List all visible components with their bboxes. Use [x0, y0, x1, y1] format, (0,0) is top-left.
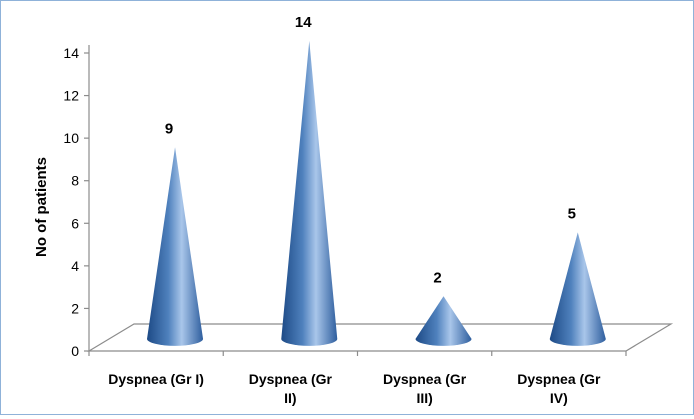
data-label: 9: [165, 120, 173, 137]
x-category-label: IV): [550, 390, 568, 406]
cone-bar: [415, 296, 472, 346]
data-label: 2: [433, 269, 441, 286]
x-category-label: Dyspnea (Gr I): [108, 371, 204, 387]
cone-bar: [549, 232, 606, 346]
data-label: 5: [568, 205, 576, 222]
x-category-label: Dyspnea (Gr: [517, 371, 601, 387]
cone-body: [549, 232, 606, 346]
x-category-label: Dyspnea (Gr: [249, 371, 333, 387]
y-tick-label: 2: [71, 300, 79, 316]
y-tick-label: 4: [71, 258, 79, 274]
y-tick-label: 12: [63, 88, 79, 104]
y-tick-label: 14: [63, 45, 79, 61]
cone-bar: [281, 40, 338, 346]
chart-floor: [86, 323, 674, 352]
cone-body: [281, 40, 338, 346]
x-category-label: II): [284, 390, 296, 406]
y-axis-title: No of patients: [33, 157, 50, 257]
cone-body: [147, 147, 204, 346]
data-label: 14: [295, 14, 312, 31]
y-tick-label: 6: [71, 215, 79, 231]
y-tick-label: 8: [71, 173, 79, 189]
cone-body: [415, 296, 472, 346]
y-tick-label: 10: [63, 130, 79, 146]
x-category-label: III): [416, 390, 432, 406]
y-tick-label: 0: [71, 343, 79, 359]
x-category-label: Dyspnea (Gr: [383, 371, 467, 387]
cone-bar: [147, 147, 204, 346]
